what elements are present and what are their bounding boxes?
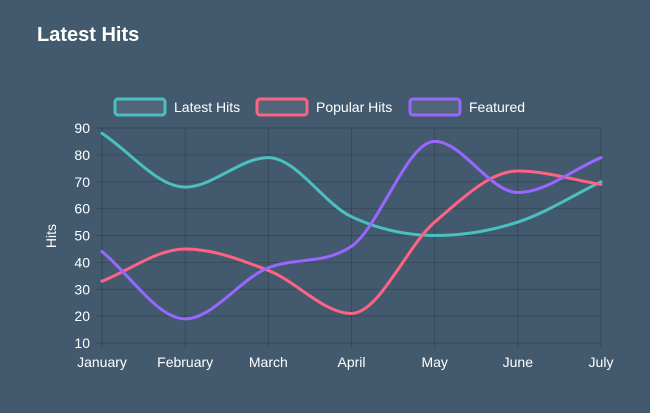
y-tick-label: 50: [74, 228, 90, 244]
x-tick-label: March: [249, 354, 288, 370]
card-title: Latest Hits: [37, 24, 140, 46]
legend-swatch: [113, 97, 167, 117]
legend: Latest Hits Popular Hits Featured: [113, 97, 525, 117]
x-tick-label: February: [157, 354, 213, 370]
y-tick-label: 90: [74, 120, 90, 136]
y-tick-label: 40: [74, 254, 90, 270]
legend-label: Featured: [469, 99, 525, 115]
legend-swatch: [255, 97, 309, 117]
series-line-latest-hits: [100, 131, 603, 237]
legend-label: Latest Hits: [174, 99, 240, 115]
y-tick-label: 10: [74, 335, 90, 351]
series-lines: [100, 131, 603, 321]
x-tick-label: January: [77, 354, 127, 370]
series-line-featured: [100, 139, 603, 321]
series-line-popular-hits: [100, 169, 603, 315]
x-tick-label: July: [589, 354, 614, 370]
y-tick-label: 70: [74, 174, 90, 190]
legend-item-featured[interactable]: Featured: [408, 97, 525, 117]
x-tick-label: May: [421, 354, 447, 370]
legend-swatch: [408, 97, 462, 117]
legend-item-latest-hits[interactable]: Latest Hits: [113, 97, 240, 117]
y-tick-label: 80: [74, 147, 90, 163]
x-tick-label: June: [503, 354, 534, 370]
y-axis-ticks: 10 20 30 40 50 60 70 80 90: [74, 120, 90, 351]
grid-lines: [96, 127, 602, 349]
y-tick-label: 20: [74, 308, 90, 324]
x-axis-ticks: January February March April May June July: [77, 354, 613, 370]
x-tick-label: April: [337, 354, 365, 370]
legend-item-popular-hits[interactable]: Popular Hits: [255, 97, 392, 117]
y-tick-label: 30: [74, 281, 90, 297]
y-tick-label: 60: [74, 201, 90, 217]
legend-label: Popular Hits: [316, 99, 392, 115]
y-axis-title: Hits: [43, 224, 59, 248]
